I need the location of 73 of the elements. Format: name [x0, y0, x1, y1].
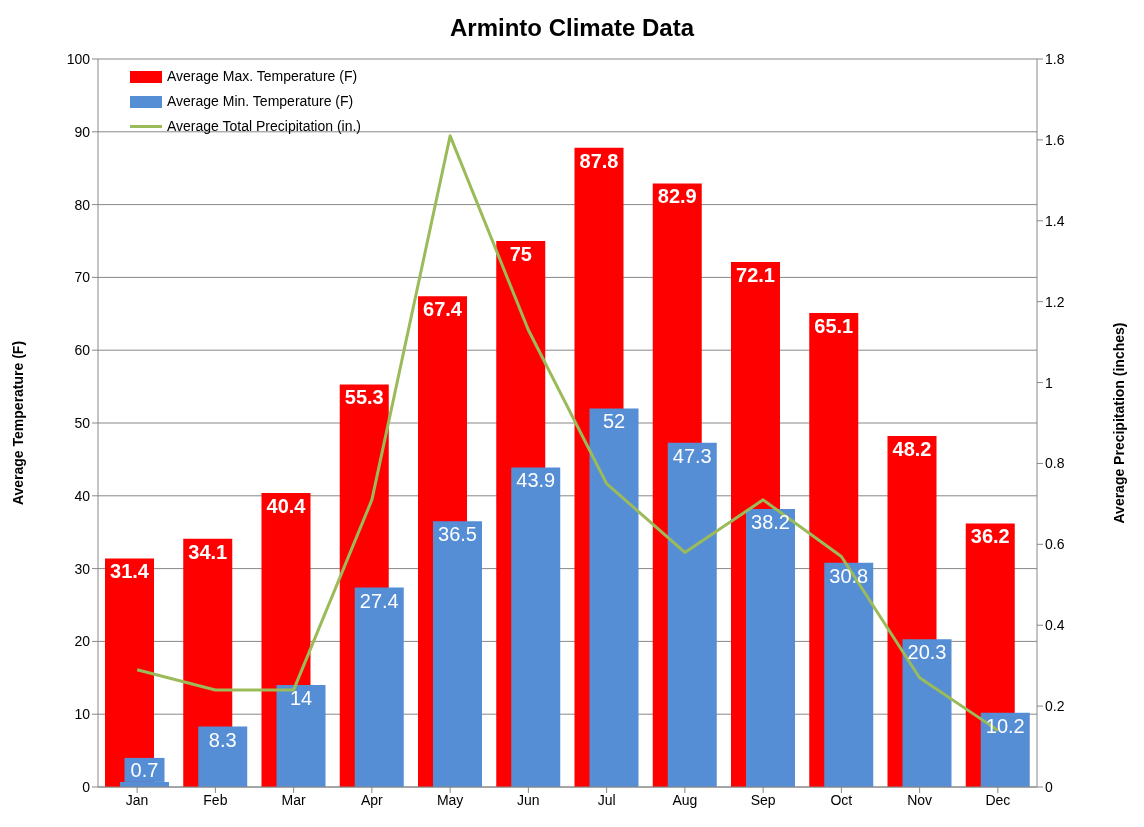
data-label: 87.8	[579, 149, 619, 172]
data-label: 0.7	[130, 758, 159, 781]
data-label: 38.2	[751, 510, 790, 533]
x-tick-label: Jan	[125, 791, 149, 808]
data-label: 20.3	[907, 641, 947, 664]
y2-axis-title: Average Precipitation (inches)	[1110, 322, 1127, 524]
bar	[433, 521, 482, 787]
x-tick-label: Aug	[672, 791, 698, 808]
data-label: 14	[289, 687, 313, 710]
x-tick-label: Dec	[985, 791, 1011, 808]
y2-tick-label: 1.8	[1045, 50, 1065, 67]
data-label: 43.9	[516, 469, 556, 492]
y-tick-label: 10	[74, 706, 91, 723]
data-label: 82.9	[657, 185, 697, 208]
legend-label: Average Min. Temperature (F)	[167, 92, 354, 111]
legend-label: Average Max. Temperature (F)	[167, 67, 358, 86]
y2-tick-label: 0.8	[1045, 455, 1065, 472]
data-label: 36.2	[970, 525, 1010, 548]
x-tick-label: Jul	[597, 791, 616, 808]
y2-tick-label: 1.6	[1045, 131, 1065, 148]
bar	[589, 408, 639, 787]
y-tick-label: 30	[74, 560, 91, 577]
y2-tick-label: 1.4	[1045, 212, 1065, 229]
y2-tick-label: 1.2	[1045, 293, 1065, 310]
y2-tick-label: 0.4	[1045, 617, 1065, 634]
y2-tick-label: 0	[1045, 778, 1053, 795]
data-label: 48.2	[892, 438, 932, 461]
y-tick-label: 0	[82, 778, 91, 795]
y-tick-label: 20	[74, 633, 91, 650]
data-label: 55.3	[344, 386, 384, 409]
bar	[902, 639, 952, 787]
chart-title: Arminto Climate Data	[448, 14, 696, 42]
data-label: 52	[602, 410, 626, 433]
data-label: 72.1	[736, 264, 775, 287]
data-label: 36.5	[438, 523, 477, 546]
y-tick-label: 70	[74, 269, 91, 286]
x-tick-label: Jun	[517, 791, 540, 808]
y-tick-label: 80	[74, 196, 91, 213]
y-tick-label: 90	[74, 123, 91, 140]
x-tick-label: Apr	[360, 791, 384, 808]
data-label: 27.4	[359, 589, 399, 612]
y-tick-label: 40	[74, 487, 91, 504]
bar	[746, 508, 795, 787]
y-tick-label: 50	[74, 414, 91, 431]
x-tick-label: Feb	[203, 791, 228, 808]
bar	[276, 685, 326, 787]
legend-label: Average Total Precipitation (in.)	[167, 117, 362, 136]
bar	[198, 726, 248, 787]
y-axis-title: Average Temperature (F)	[9, 340, 26, 506]
bar	[980, 712, 1030, 787]
y2-tick-label: 0.2	[1045, 698, 1065, 715]
data-label: 40.4	[266, 494, 307, 517]
x-tick-label: Oct	[830, 791, 853, 808]
data-label: 34.1	[188, 540, 228, 563]
x-tick-label: Mar	[281, 791, 307, 808]
data-label: 65.1	[814, 315, 854, 338]
x-tick-label: May	[436, 791, 464, 808]
x-tick-label: Sep	[750, 791, 776, 808]
data-label: 10.2	[985, 714, 1025, 737]
y-tick-label: 60	[74, 342, 91, 359]
x-tick-label: Nov	[907, 791, 933, 808]
data-label: 75	[509, 243, 532, 265]
y2-tick-label: 0.6	[1045, 536, 1065, 553]
data-label: 31.4	[110, 560, 150, 583]
bar	[354, 587, 404, 787]
bar	[667, 442, 717, 787]
bar	[511, 467, 561, 787]
y2-tick-label: 1	[1045, 374, 1053, 391]
data-label: 67.4	[423, 298, 463, 321]
y-tick-label: 100	[66, 50, 91, 67]
bar	[824, 562, 874, 787]
data-label: 8.3	[208, 728, 237, 751]
data-label: 47.3	[672, 444, 712, 467]
